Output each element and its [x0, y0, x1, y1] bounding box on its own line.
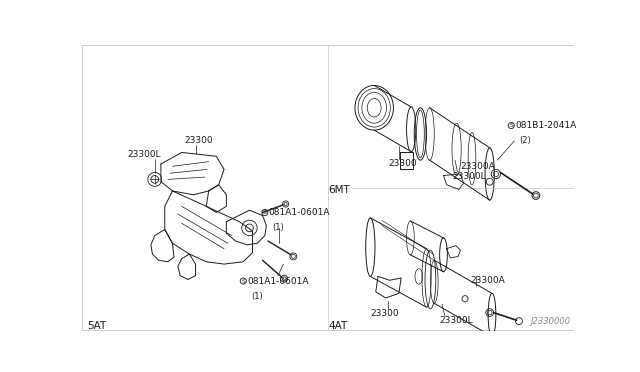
Text: J2330000: J2330000: [531, 317, 570, 326]
Text: 081A1-0601A: 081A1-0601A: [247, 276, 308, 286]
Text: 23300L: 23300L: [128, 150, 161, 158]
Text: 4AT: 4AT: [328, 321, 348, 331]
Text: (1): (1): [251, 292, 263, 301]
Text: 23300A: 23300A: [470, 276, 505, 285]
Text: 23300L: 23300L: [440, 317, 473, 326]
Text: 081A1-0601A: 081A1-0601A: [269, 208, 330, 217]
Text: 6MT: 6MT: [328, 185, 349, 195]
Text: (2): (2): [519, 136, 531, 145]
Text: 23300: 23300: [184, 136, 212, 145]
Text: 23300: 23300: [371, 309, 399, 318]
Text: S: S: [263, 210, 267, 215]
Text: (1): (1): [273, 223, 284, 232]
Text: 23300A: 23300A: [460, 162, 495, 171]
Text: 23300L: 23300L: [452, 172, 486, 181]
Text: 081B1-2041A: 081B1-2041A: [515, 121, 577, 130]
Text: S: S: [509, 123, 513, 128]
Text: 5AT: 5AT: [88, 321, 107, 331]
Text: 23300: 23300: [388, 158, 417, 168]
Text: S: S: [241, 279, 245, 283]
